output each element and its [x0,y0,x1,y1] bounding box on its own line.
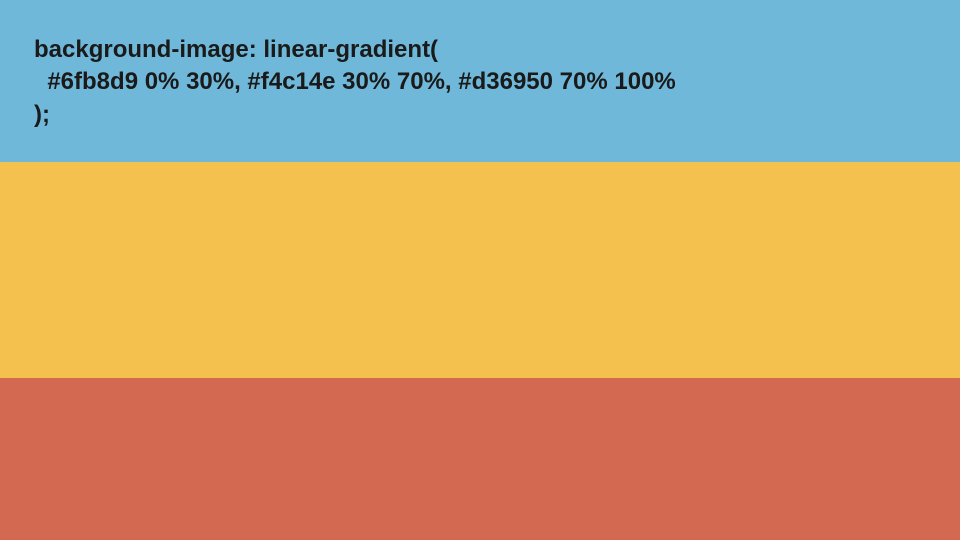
css-code-snippet: background-image: linear-gradient( #6fb8… [34,34,676,131]
gradient-demo-panel: background-image: linear-gradient( #6fb8… [0,0,960,540]
